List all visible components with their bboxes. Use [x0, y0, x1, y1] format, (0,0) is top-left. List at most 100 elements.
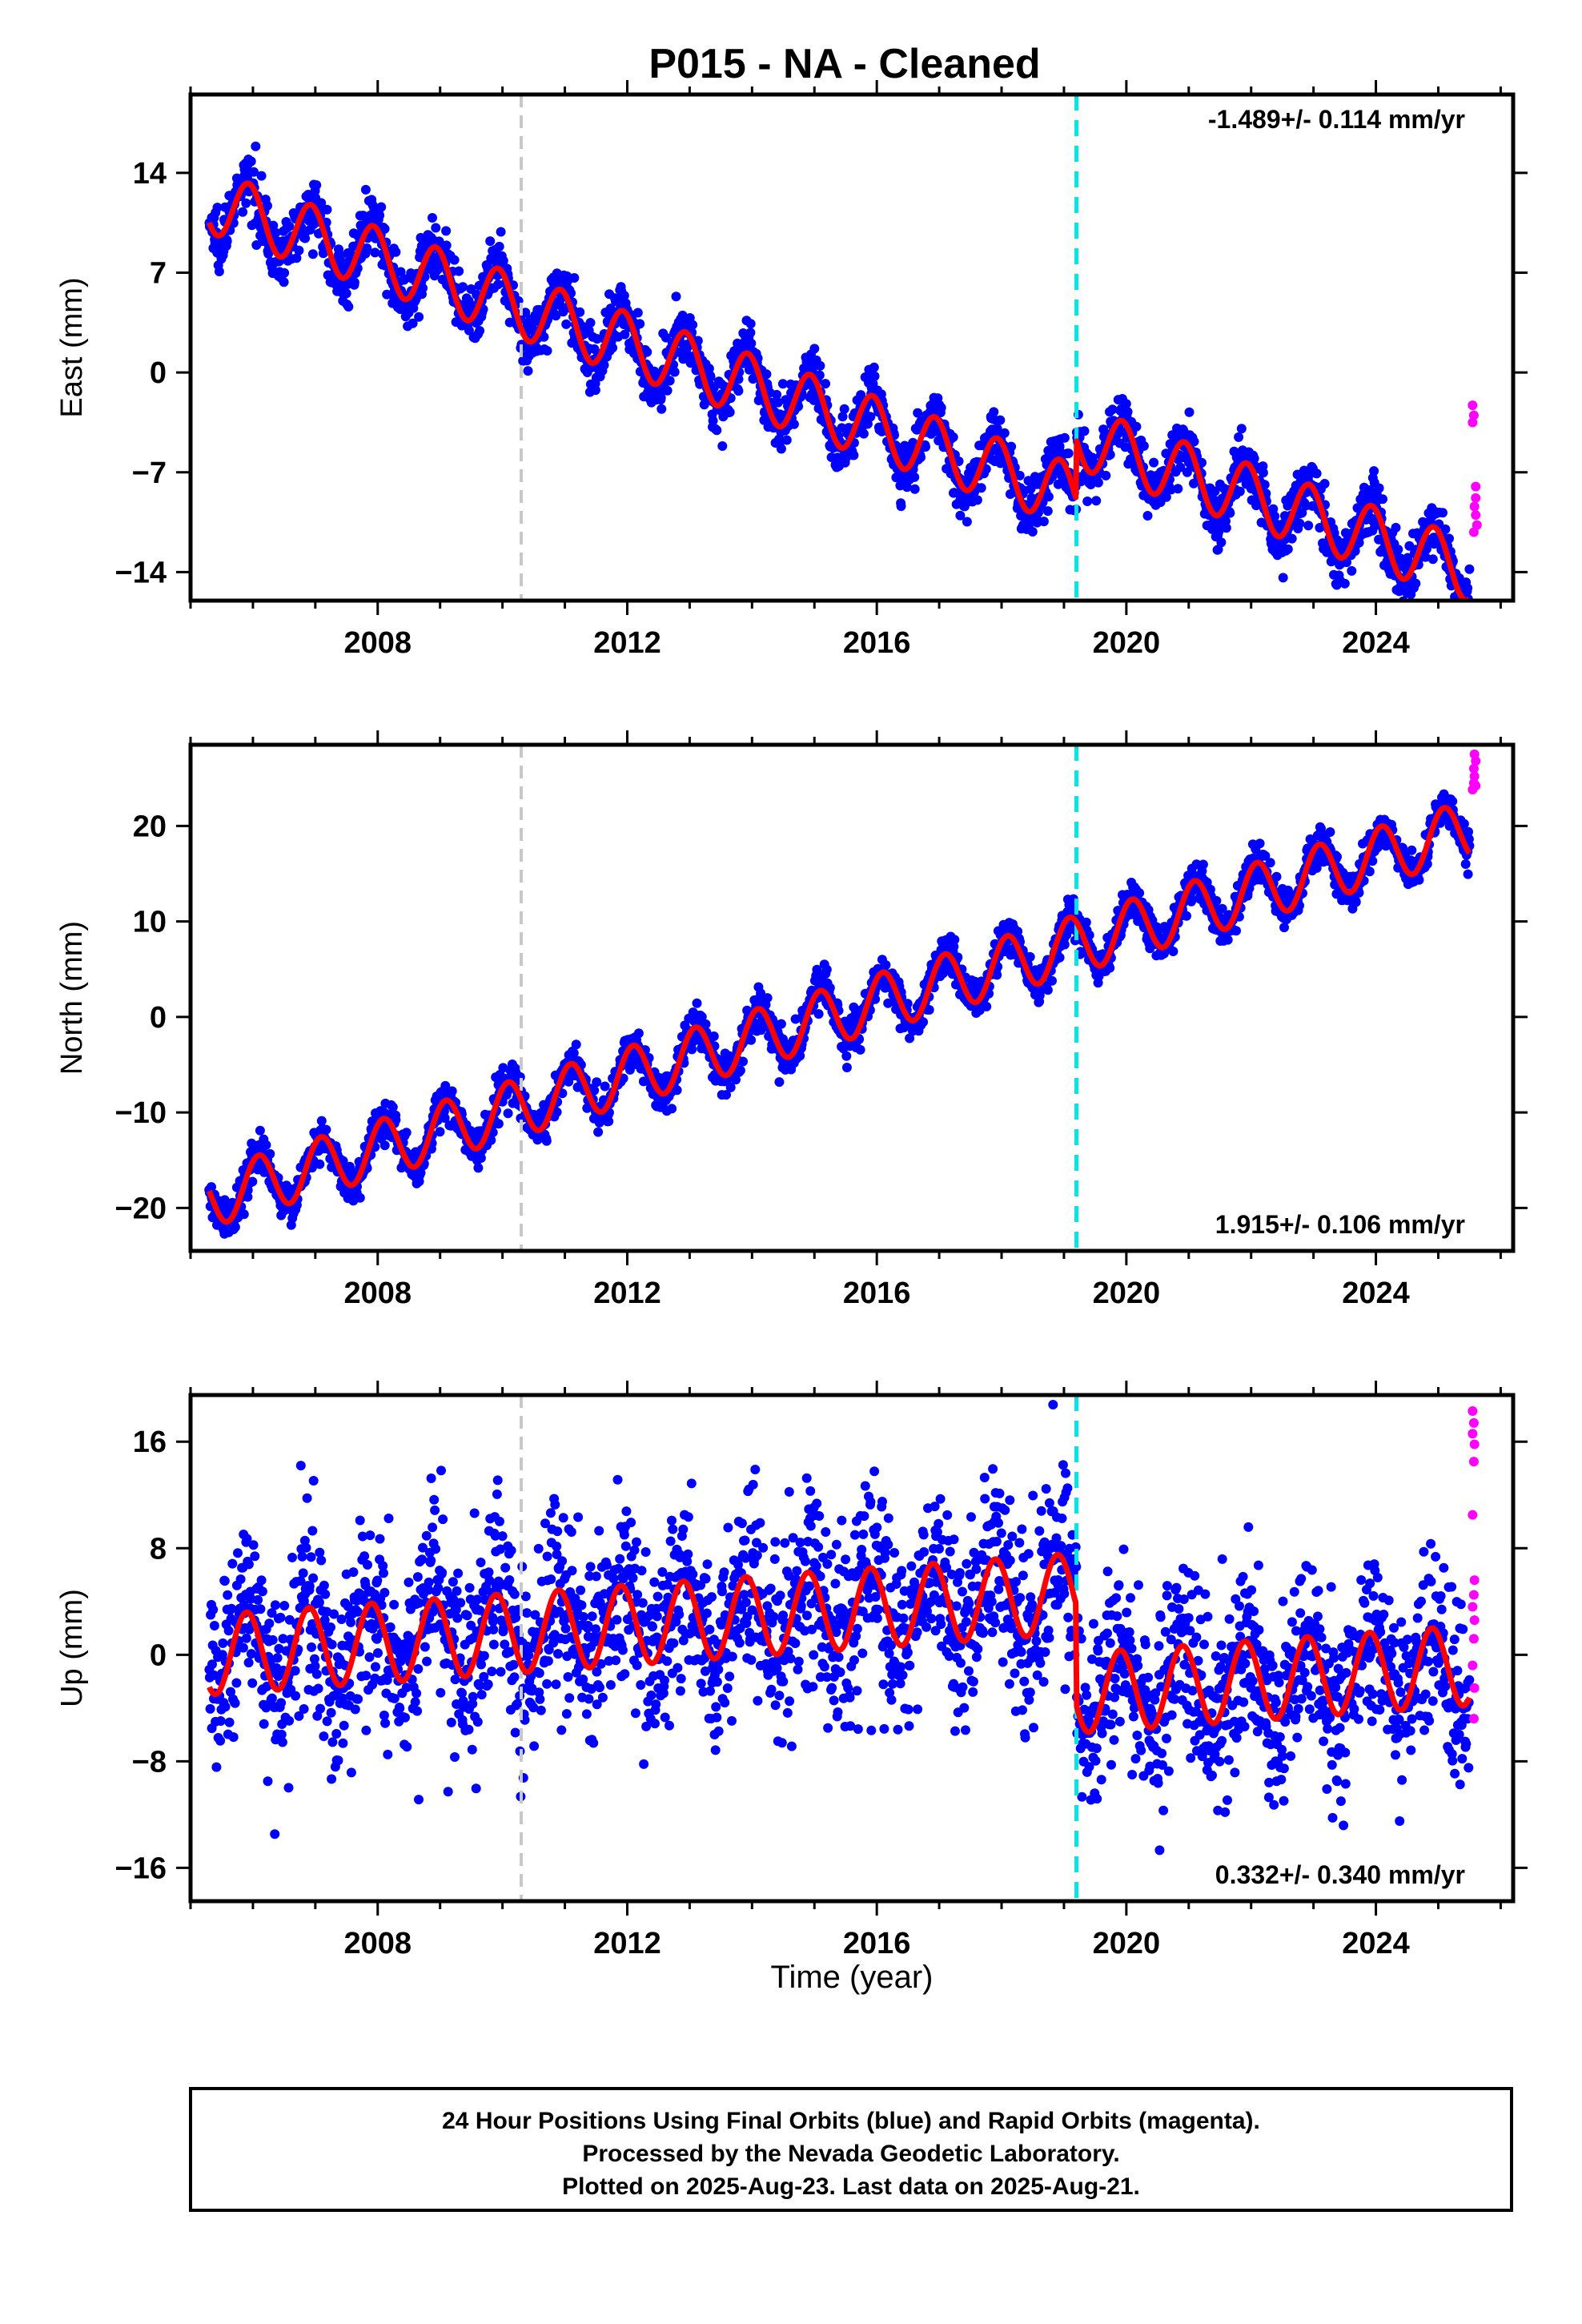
- data-point: [642, 347, 652, 357]
- data-point: [222, 236, 232, 247]
- data-point: [360, 184, 371, 195]
- data-point: [1231, 926, 1241, 936]
- data-point: [268, 220, 279, 231]
- data-point: [263, 200, 272, 211]
- data-point: [776, 1019, 786, 1029]
- data-point: [1258, 468, 1268, 478]
- data-point: [709, 1031, 719, 1041]
- data-point: [672, 1085, 682, 1096]
- data-point: [454, 266, 464, 276]
- data-point: [855, 1044, 865, 1055]
- data-point: [1339, 578, 1350, 589]
- data-point: [909, 472, 920, 482]
- data-point: [431, 223, 441, 233]
- data-point: [493, 1119, 504, 1129]
- data-point: [447, 1086, 457, 1096]
- data-point: [733, 386, 744, 396]
- data-point: [1235, 486, 1245, 497]
- data-point: [539, 332, 549, 342]
- data-point: [599, 360, 609, 370]
- data-point: [418, 283, 428, 293]
- plot-area: [191, 94, 1513, 601]
- data-point: [503, 1108, 513, 1119]
- data-point: [504, 317, 515, 328]
- data-point: [435, 1127, 445, 1137]
- data-point: [950, 935, 960, 945]
- data-point: [263, 248, 274, 259]
- data-point: [1452, 613, 1461, 622]
- data-point: [1464, 564, 1475, 574]
- data-point: [667, 1104, 677, 1114]
- data-point: [1101, 470, 1111, 480]
- data-point: [379, 1140, 390, 1151]
- data-point: [1014, 470, 1025, 480]
- data-point: [1459, 619, 1468, 629]
- data-point: [1369, 466, 1379, 476]
- data-point: [913, 408, 923, 418]
- data-point: [1249, 453, 1259, 464]
- data-point: [496, 227, 506, 237]
- data-point: [284, 221, 295, 231]
- data-point: [255, 1125, 265, 1136]
- data-point: [762, 993, 773, 1003]
- data-point: [1107, 404, 1118, 415]
- data-point: [593, 1127, 604, 1137]
- data-point: [708, 416, 718, 426]
- data-point: [908, 437, 918, 448]
- data-point: [862, 419, 873, 429]
- data-point: [1131, 421, 1142, 432]
- data-point: [821, 964, 832, 975]
- data-point: [600, 1081, 610, 1092]
- data-point: [936, 403, 946, 413]
- data-point: [541, 1136, 552, 1146]
- data-point: [400, 274, 410, 284]
- data-point: [321, 1124, 331, 1135]
- data-point: [238, 207, 248, 217]
- data-point: [1142, 511, 1153, 521]
- data-point: [1271, 871, 1282, 882]
- data-point: [746, 1035, 757, 1045]
- data-point: [1082, 497, 1093, 506]
- data-point: [858, 428, 869, 439]
- data-point: [1059, 939, 1070, 950]
- data-point: [464, 325, 474, 336]
- figure-title: P015 - NA - Cleaned: [648, 41, 1040, 87]
- data-point: [1456, 623, 1465, 633]
- data-point: [1283, 544, 1293, 554]
- data-point: [772, 389, 782, 400]
- data-point: [849, 450, 859, 460]
- data-point: [1303, 521, 1314, 531]
- rapid-point: [1468, 527, 1479, 537]
- data-point: [1464, 615, 1474, 625]
- data-point: [249, 167, 259, 177]
- data-point: [909, 484, 920, 494]
- data-point: [475, 326, 485, 336]
- rapid-point: [1471, 481, 1481, 492]
- data-point: [1287, 533, 1297, 544]
- data-point: [620, 329, 630, 340]
- rapid-point: [1468, 417, 1478, 428]
- rapid-point: [1471, 510, 1481, 521]
- data-point: [520, 308, 531, 318]
- data-point: [294, 245, 304, 255]
- data-point: [1030, 472, 1040, 482]
- data-point: [789, 419, 799, 429]
- data-point: [677, 310, 688, 320]
- data-point: [669, 367, 680, 377]
- data-point: [1464, 616, 1473, 625]
- data-point: [704, 364, 714, 374]
- data-point: [992, 424, 1002, 434]
- data-point: [781, 435, 792, 445]
- data-point: [241, 198, 251, 208]
- data-point: [972, 495, 982, 505]
- data-point: [1438, 508, 1447, 518]
- data-point: [955, 510, 966, 521]
- data-point: [962, 517, 972, 527]
- data-point: [774, 1077, 785, 1088]
- data-point: [1374, 483, 1384, 493]
- data-point: [592, 1077, 602, 1088]
- data-point: [777, 379, 788, 389]
- data-point: [349, 277, 359, 287]
